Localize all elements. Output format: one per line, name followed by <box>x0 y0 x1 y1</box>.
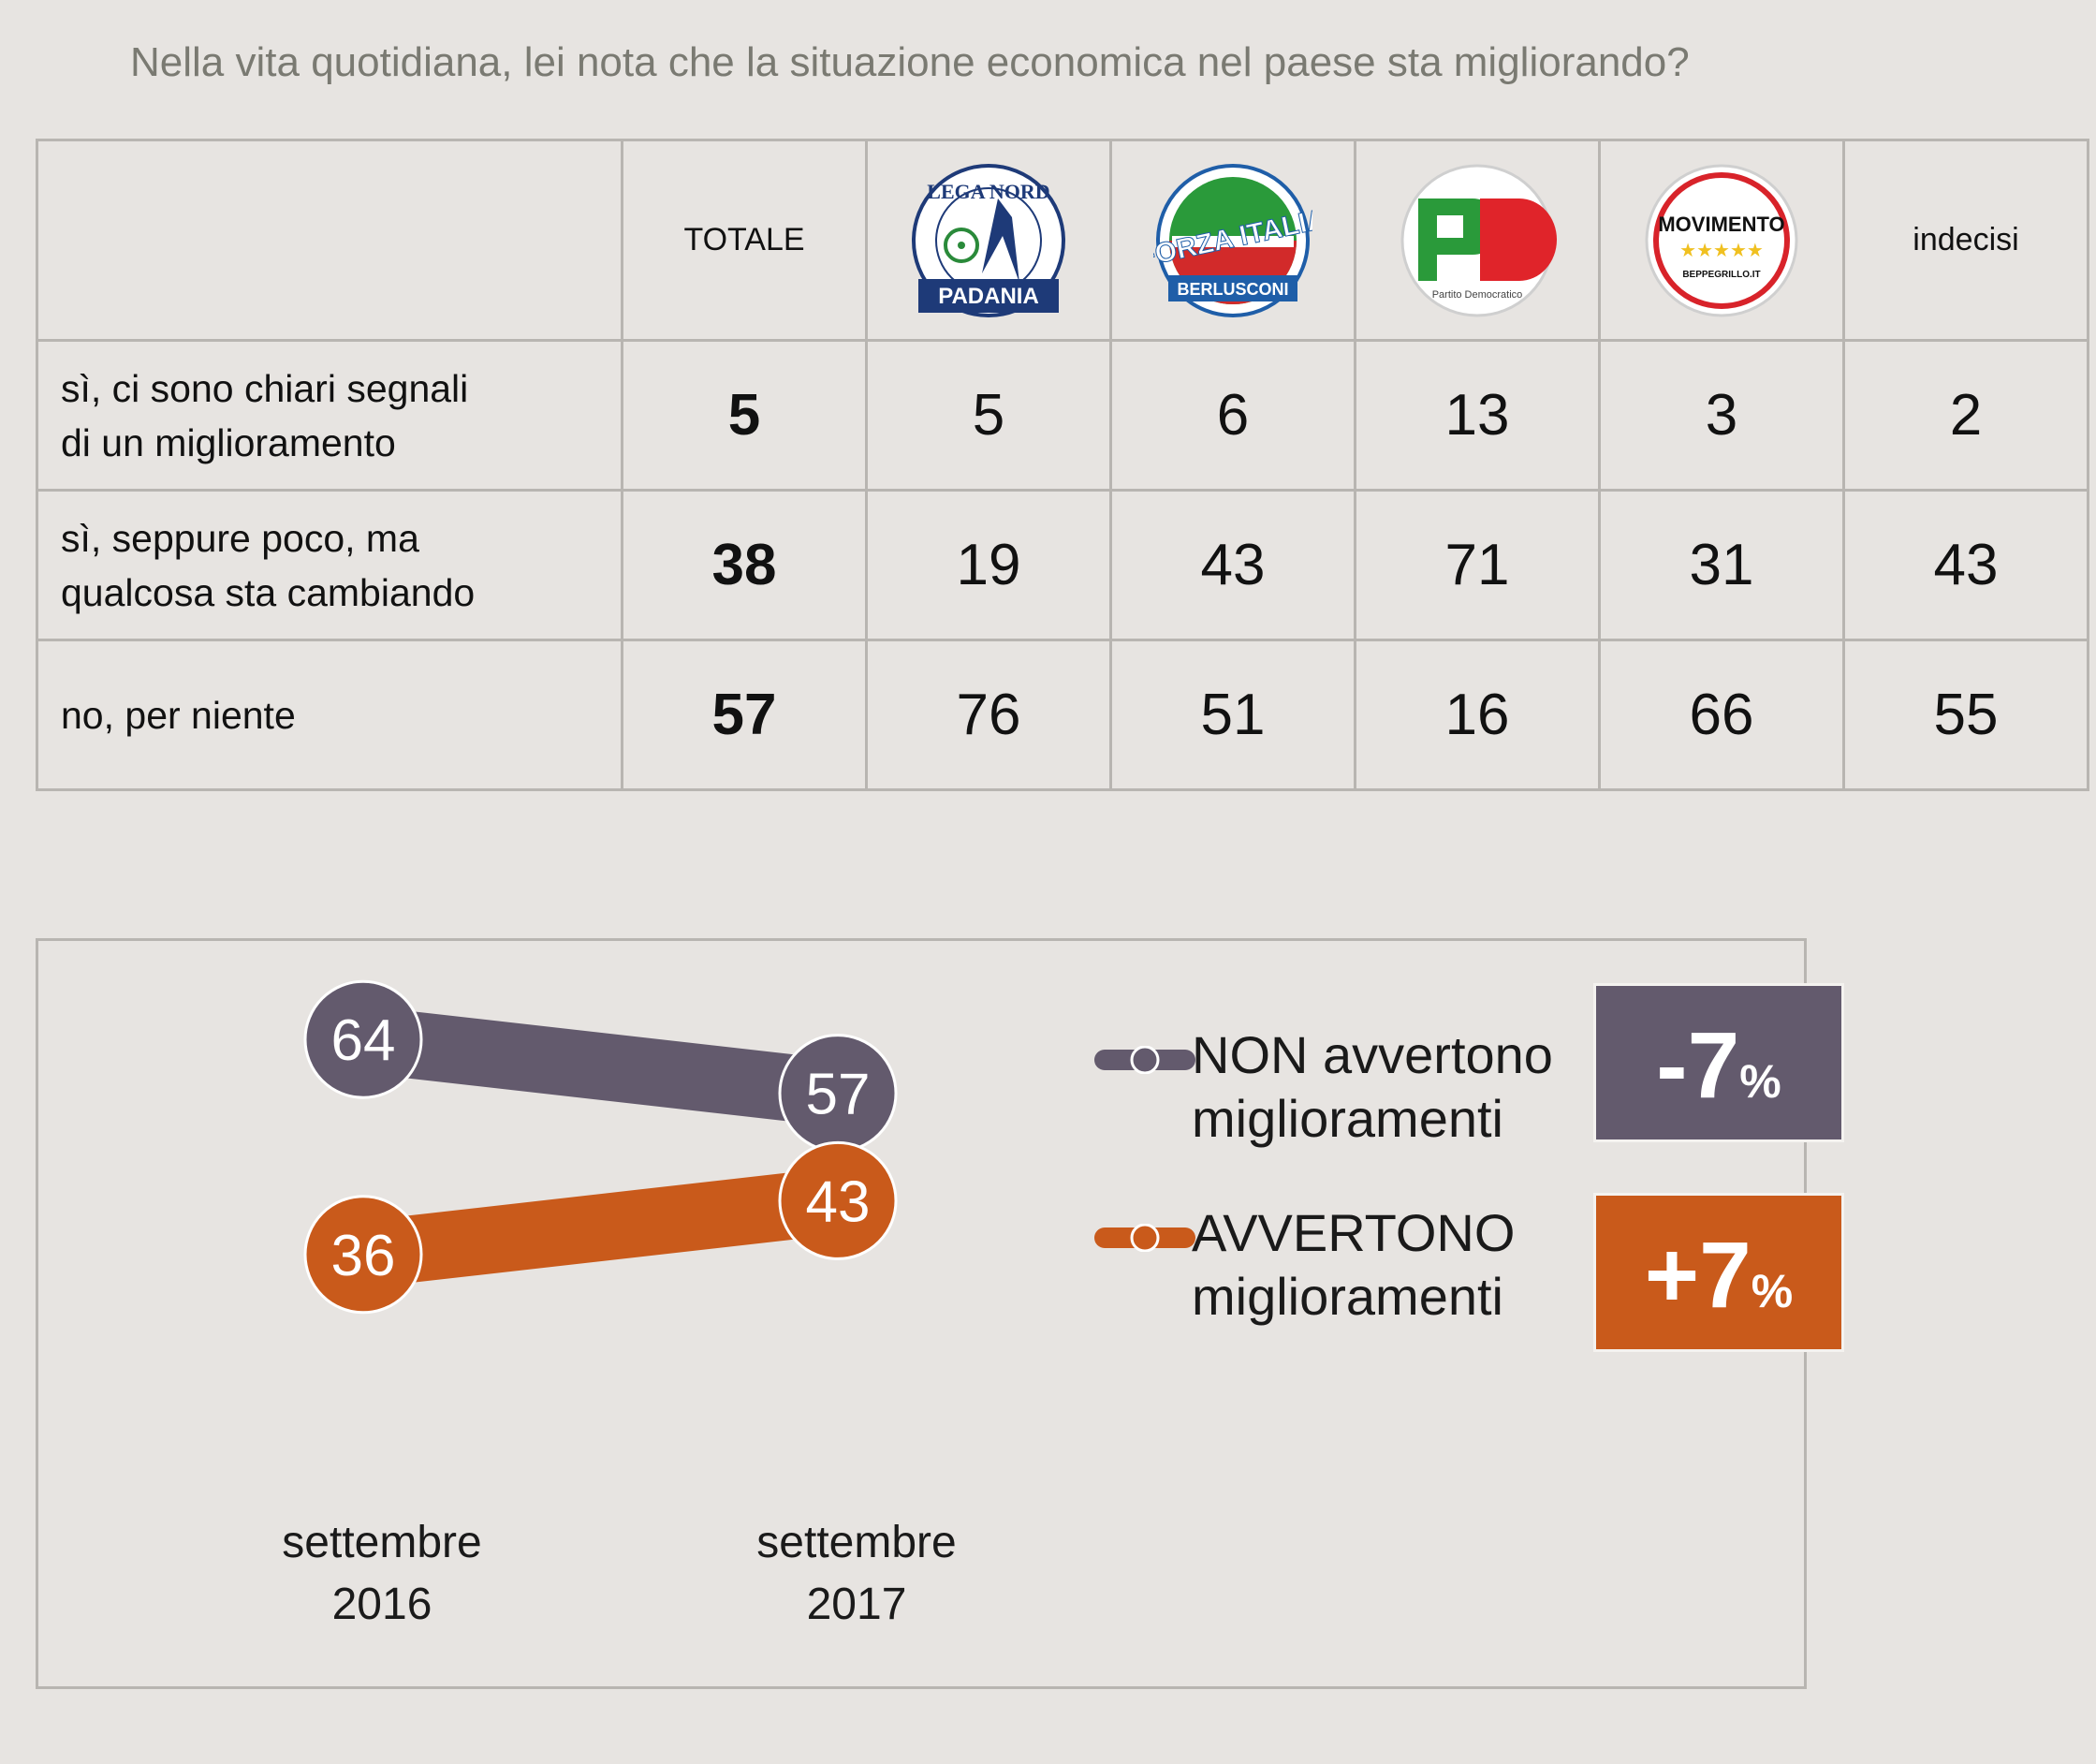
column-header-pd: PD Partito Democratico <box>1354 139 1601 342</box>
legend-swatch-non <box>1094 1046 1195 1074</box>
legend-label-non: NON avvertono miglioramenti <box>1192 1023 1553 1151</box>
chart-title: Nella vita quotidiana, lei nota che la s… <box>130 39 1690 85</box>
row-label-line1: sì, seppure poco, ma <box>61 516 419 560</box>
m5s-logo-main: MOVIMENTO <box>1658 213 1784 236</box>
row-label-line2: di un miglioramento <box>61 420 396 464</box>
row-label: sì, seppure poco, ma qualcosa sta cambian… <box>36 489 623 641</box>
x-tick-2017-line2: 2017 <box>806 1580 907 1629</box>
m5s-logo: MOVIMENTO ★★★★★ BEPPEGRILLO.IT <box>1645 164 1798 316</box>
table-cell: 5 <box>865 339 1112 492</box>
data-point-1-0 <box>303 1195 423 1315</box>
m5s-logo-bottom: BEPPEGRILLO.IT <box>1682 270 1760 280</box>
series-band-1 <box>363 1167 838 1288</box>
table-cell: 57 <box>621 639 868 791</box>
table-cell: 3 <box>1598 339 1845 492</box>
table-cell: 13 <box>1354 339 1601 492</box>
row-label-line2: qualcosa sta cambiando <box>61 570 476 614</box>
delta-badge-si: +7% <box>1593 1193 1844 1352</box>
pd-logo-bottom: Partito Democratico <box>1432 289 1523 301</box>
table-cell: 71 <box>1354 489 1601 641</box>
table-cell: 31 <box>1598 489 1845 641</box>
table-cell: 6 <box>1109 339 1356 492</box>
table-cell: 16 <box>1354 639 1601 791</box>
delta-value-non: -7 <box>1656 1013 1740 1118</box>
delta-badge-non: -7% <box>1593 983 1844 1142</box>
data-point-1-1 <box>778 1140 898 1260</box>
column-header-totale: TOTALE <box>621 139 868 342</box>
forza-italia-logo: FORZA ITALIA BERLUSCONI <box>1153 163 1312 317</box>
data-point-0-0 <box>303 979 423 1099</box>
column-header-lega-nord: LEGA NORD PADANIA <box>865 139 1112 342</box>
x-tick-label-2017: settembre 2017 <box>688 1512 1025 1636</box>
data-label-0-1: 57 <box>806 1063 871 1127</box>
forza-italia-logo-bottom: BERLUSCONI <box>1177 280 1288 299</box>
pd-logo-main: PD <box>1476 179 1478 181</box>
series-band-0 <box>363 1006 838 1127</box>
legend-label-si: AVVERTONO miglioramenti <box>1192 1201 1515 1329</box>
pd-logo: PD Partito Democratico <box>1400 164 1557 316</box>
m5s-logo-stars: ★★★★★ <box>1679 239 1764 261</box>
table-row: sì, seppure poco, ma qualcosa sta cambian… <box>36 489 2089 641</box>
x-tick-2016-line1: settembre <box>282 1518 482 1567</box>
trend-panel: 64 57 36 43 settembre 2016 settembre 2017 N… <box>36 938 1807 1689</box>
row-label-line1: sì, ci sono chiari segnali <box>61 366 469 410</box>
legend-swatch-si <box>1094 1224 1195 1252</box>
row-label-line1: no, per niente <box>61 693 296 737</box>
legend-label-non-line1: NON avvertono <box>1192 1025 1553 1084</box>
column-header-m5s: MOVIMENTO ★★★★★ BEPPEGRILLO.IT <box>1598 139 1845 342</box>
slope-chart: 64 57 36 43 <box>303 979 898 1315</box>
delta-unit-non: % <box>1739 1055 1781 1108</box>
data-label-1-1: 43 <box>806 1169 871 1234</box>
table-row: no, per niente 57 76 51 16 66 55 <box>36 639 2089 791</box>
results-table: TOTALE LEGA NORD PADANIA FORZA ITALIA <box>36 139 2089 791</box>
table-cell: 5 <box>621 339 868 492</box>
delta-value-si: +7 <box>1644 1223 1752 1328</box>
table-header-row: TOTALE LEGA NORD PADANIA FORZA ITALIA <box>36 139 2089 342</box>
table-cell: 55 <box>1842 639 2089 791</box>
data-label-1-0: 36 <box>331 1224 396 1288</box>
table-cell: 43 <box>1842 489 2089 641</box>
column-header-indecisi: indecisi <box>1842 139 2089 342</box>
table-row: sì, ci sono chiari segnali di un migliora… <box>36 339 2089 492</box>
table-cell: 19 <box>865 489 1112 641</box>
legend-label-si-line1: AVVERTONO <box>1192 1203 1516 1262</box>
header-empty-cell <box>36 139 623 342</box>
legend-label-non-line2: miglioramenti <box>1192 1089 1503 1148</box>
table-cell: 43 <box>1109 489 1356 641</box>
lega-nord-logo-bottom: PADANIA <box>938 284 1039 309</box>
data-label-0-0: 64 <box>331 1008 396 1073</box>
lega-nord-logo-top: LEGA NORD <box>927 180 1049 203</box>
table-cell: 51 <box>1109 639 1356 791</box>
x-tick-2017-line1: settembre <box>756 1518 957 1567</box>
table-cell: 76 <box>865 639 1112 791</box>
column-header-forza-italia: FORZA ITALIA BERLUSCONI <box>1109 139 1356 342</box>
x-tick-2016-line2: 2016 <box>331 1580 432 1629</box>
row-label: no, per niente <box>36 639 623 791</box>
table-cell: 2 <box>1842 339 2089 492</box>
row-label: sì, ci sono chiari segnali di un migliora… <box>36 339 623 492</box>
table-cell: 38 <box>621 489 868 641</box>
lega-nord-logo: LEGA NORD PADANIA <box>912 163 1065 317</box>
legend-label-si-line2: miglioramenti <box>1192 1267 1503 1326</box>
x-tick-label-2016: settembre 2016 <box>213 1512 550 1636</box>
delta-unit-si: % <box>1751 1265 1794 1317</box>
table-cell: 66 <box>1598 639 1845 791</box>
